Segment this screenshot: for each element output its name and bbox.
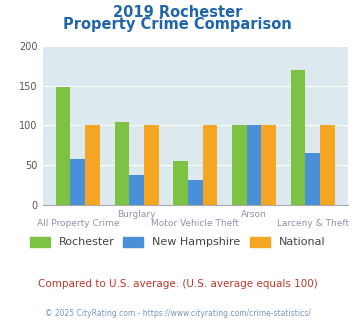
Bar [320, 125, 335, 205]
Bar [173, 161, 188, 205]
Bar [129, 175, 144, 205]
Bar [115, 122, 129, 205]
Bar [291, 70, 305, 205]
Bar [203, 125, 217, 205]
Text: Motor Vehicle Theft: Motor Vehicle Theft [151, 219, 239, 228]
Bar [261, 125, 276, 205]
Bar [144, 125, 159, 205]
Bar [305, 153, 320, 205]
Bar [188, 180, 203, 205]
Legend: Rochester, New Hampshire, National: Rochester, New Hampshire, National [30, 237, 325, 247]
Bar [85, 125, 100, 205]
Bar [232, 125, 247, 205]
Text: 2019 Rochester: 2019 Rochester [113, 5, 242, 20]
Text: Arson: Arson [241, 210, 267, 218]
Text: Burglary: Burglary [117, 210, 156, 218]
Bar [247, 125, 261, 205]
Bar [56, 87, 71, 205]
Bar [71, 159, 85, 205]
Text: All Property Crime: All Property Crime [37, 219, 119, 228]
Text: © 2025 CityRating.com - https://www.cityrating.com/crime-statistics/: © 2025 CityRating.com - https://www.city… [45, 309, 310, 317]
Text: Property Crime Comparison: Property Crime Comparison [63, 16, 292, 31]
Text: Compared to U.S. average. (U.S. average equals 100): Compared to U.S. average. (U.S. average … [38, 279, 317, 289]
Text: Larceny & Theft: Larceny & Theft [277, 219, 349, 228]
